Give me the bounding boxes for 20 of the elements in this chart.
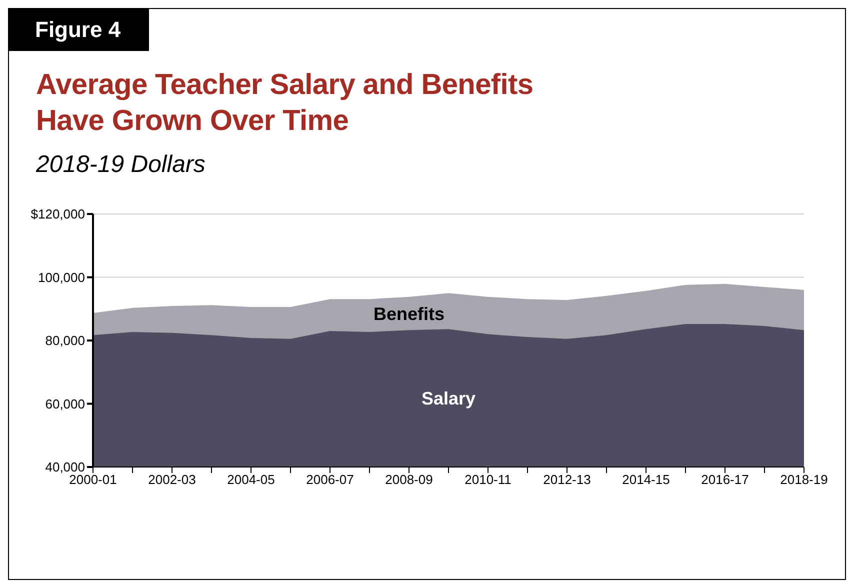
x-tick-label: 2016-17 <box>701 472 749 488</box>
x-tick-label: 2018-19 <box>780 472 828 488</box>
x-tick-label: 2000-01 <box>69 472 117 488</box>
y-tick-label: 60,000 <box>45 396 85 412</box>
x-tick-label: 2002-03 <box>148 472 196 488</box>
y-tick-label: $120,000 <box>30 206 85 222</box>
x-tick-label: 2008-09 <box>385 472 433 488</box>
chart-subtitle: 2018-19 Dollars <box>36 151 206 179</box>
caption: Figure 4 <box>9 9 149 51</box>
x-tick-label: 2014-15 <box>622 472 670 488</box>
chart-title: Average Teacher Salary and Benefits Have Grown Over Time <box>36 68 534 139</box>
series-label: Benefits <box>373 304 445 324</box>
y-tick-label: 40,000 <box>45 460 85 475</box>
x-tick-label: 2012-13 <box>543 472 591 488</box>
x-tick-label: 2006-07 <box>306 472 354 488</box>
y-tick-label: 100,000 <box>38 270 85 285</box>
x-tick-label: 2004-05 <box>227 472 275 488</box>
y-tick-label: 80,000 <box>45 333 85 348</box>
series-label: Salary <box>421 388 476 408</box>
x-tick-label: 2010-11 <box>464 472 512 488</box>
